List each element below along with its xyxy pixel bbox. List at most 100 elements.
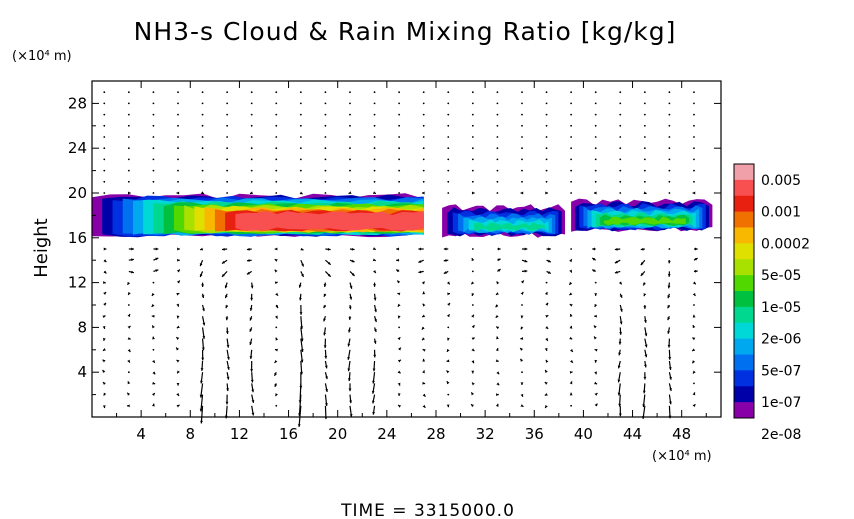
wind-vector	[545, 169, 548, 172]
time-footer: TIME = 3315000.0	[340, 501, 515, 519]
wind-vector	[177, 180, 179, 183]
wind-vector	[201, 180, 204, 183]
wind-vector-head	[347, 378, 351, 382]
wind-vector-head	[692, 404, 696, 408]
wind-vector-head	[692, 292, 696, 296]
wind-vector-head	[614, 270, 618, 274]
wind-vector-head	[520, 393, 524, 397]
wind-vector-head	[298, 413, 301, 416]
wind-vector-head	[274, 259, 278, 262]
wind-vector-head	[103, 292, 107, 295]
wind-vector	[668, 91, 671, 94]
wind-vector-head	[497, 269, 501, 272]
wind-vector	[177, 91, 179, 94]
colorbar-swatch	[734, 211, 754, 228]
wind-vector	[570, 102, 573, 105]
wind-vector-head	[569, 281, 573, 285]
y-tick-label: 12	[68, 274, 87, 292]
x-tick-label: 48	[672, 425, 691, 443]
wind-vector-head	[201, 295, 205, 299]
wind-vector-head	[226, 344, 230, 348]
wind-vector	[447, 180, 450, 183]
wind-vector	[594, 147, 597, 150]
wind-vector	[103, 102, 106, 105]
wind-vector	[398, 192, 401, 194]
wind-vector-head	[176, 303, 180, 307]
wind-vector	[545, 281, 548, 284]
wind-vector-head	[447, 337, 450, 341]
wind-vector	[545, 158, 548, 161]
wind-vector	[471, 270, 474, 273]
wind-vector-head	[594, 348, 598, 352]
wind-vector-head	[694, 258, 698, 261]
wind-vector	[693, 169, 695, 172]
wind-vector-head	[669, 401, 672, 405]
wind-vector	[103, 147, 106, 150]
wind-vector-head	[618, 341, 622, 345]
wind-vector	[521, 304, 523, 306]
wind-vector	[177, 136, 179, 138]
wind-vector-head	[176, 191, 180, 195]
wind-vector-head	[177, 370, 180, 374]
wind-vector-head	[323, 305, 327, 309]
wind-vector-head	[640, 262, 644, 266]
wind-vector-head	[200, 247, 204, 251]
wind-vector-head	[371, 390, 375, 394]
wind-vector-head	[226, 388, 230, 392]
wind-vector-head	[226, 366, 230, 370]
wind-vector-head	[249, 328, 253, 332]
wind-vector	[299, 124, 302, 127]
wind-vector	[447, 124, 450, 127]
wind-vector-head	[471, 314, 474, 318]
wind-vector	[447, 169, 450, 172]
wind-vector-head	[128, 191, 131, 195]
colorbar-swatch	[734, 164, 754, 181]
wind-vector	[373, 91, 376, 94]
colorbar-label: 2e-08	[761, 427, 801, 443]
wind-vector	[177, 169, 179, 172]
wind-vector-head	[520, 382, 524, 385]
wind-vector	[275, 91, 278, 94]
wind-vector-head	[373, 297, 377, 301]
wind-vector	[422, 169, 425, 172]
wind-vector	[152, 281, 155, 284]
wind-vector-head	[249, 342, 253, 345]
wind-vector	[152, 102, 155, 105]
wind-vector-head	[349, 285, 353, 289]
wind-vector-head	[176, 359, 180, 363]
wind-vector	[201, 102, 204, 105]
wind-vector-head	[668, 357, 672, 360]
wind-vector	[668, 192, 671, 194]
wind-vector-head	[443, 247, 447, 251]
wind-vector	[226, 91, 229, 94]
wind-vector	[693, 136, 695, 138]
wind-vector-head	[592, 247, 595, 251]
wind-vector	[299, 180, 302, 183]
wind-vector-head	[299, 312, 303, 315]
wind-vector-head	[618, 413, 622, 417]
wind-vector-head	[496, 326, 500, 330]
wind-vector	[594, 158, 597, 161]
wind-vector-head	[443, 259, 447, 262]
wind-vector-head	[570, 348, 573, 352]
wind-vector-head	[349, 400, 353, 404]
wind-vector-head	[396, 247, 399, 251]
x-axis: 4 8 12 16 20 24 28 32 36 40 44 48	[116, 81, 707, 443]
wind-vector-head	[692, 337, 696, 341]
wind-vector-head	[520, 404, 524, 407]
wind-vector-head	[102, 348, 106, 351]
wind-vector-head	[274, 247, 278, 251]
wind-vector-head	[569, 304, 573, 307]
colorbar-swatch	[734, 275, 754, 292]
wind-vector-head	[103, 302, 106, 306]
wind-vector-head	[102, 382, 106, 386]
wind-vector-head	[640, 272, 644, 276]
wind-vector	[373, 169, 376, 172]
wind-vector-head	[520, 191, 524, 195]
wind-vector-head	[443, 271, 447, 274]
wind-vector-head	[570, 359, 573, 363]
wind-vector	[619, 124, 622, 127]
wind-vector	[226, 102, 229, 105]
wind-vector	[226, 147, 229, 150]
wind-vector-head	[225, 305, 229, 309]
